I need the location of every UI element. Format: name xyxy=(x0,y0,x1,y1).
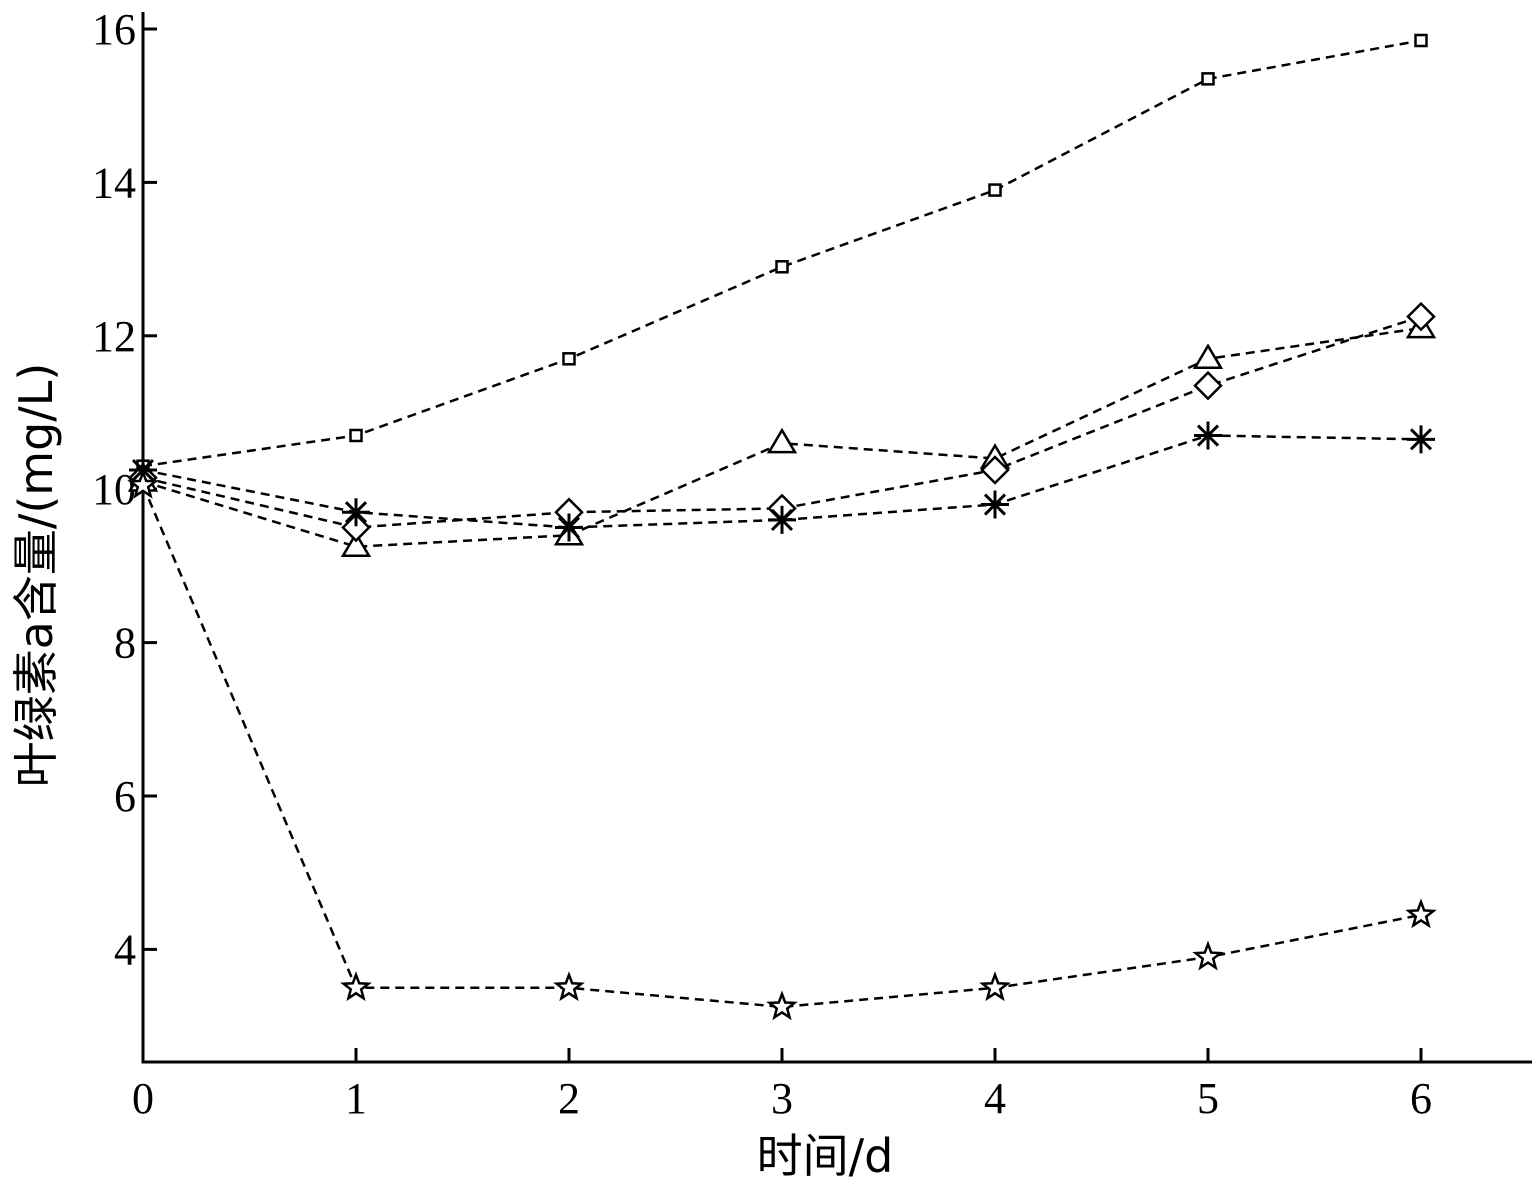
series-group xyxy=(127,33,1437,1021)
series-star xyxy=(127,468,1437,1021)
point-square-2 xyxy=(562,352,576,366)
point-triangle-1 xyxy=(340,531,372,557)
point-square-3 xyxy=(775,260,789,274)
y-ticks: 4 6 8 10 12 14 16 xyxy=(92,5,157,974)
x-tick-label-2: 2 xyxy=(558,1074,580,1123)
y-tick-label-10: 10 xyxy=(92,465,136,514)
x-tick-label-6: 6 xyxy=(1410,1074,1432,1123)
x-tick-label-4: 4 xyxy=(984,1074,1006,1123)
point-asterisk-5 xyxy=(1194,421,1222,450)
x-tick-label-5: 5 xyxy=(1197,1074,1219,1123)
y-tick-label-6: 6 xyxy=(114,772,136,821)
y-tick-label-14: 14 xyxy=(92,158,136,207)
point-square-6 xyxy=(1414,33,1428,48)
point-star-4 xyxy=(979,971,1011,1002)
x-ticks: 0 1 2 3 4 5 6 xyxy=(132,1048,1432,1123)
point-square-1 xyxy=(349,428,363,443)
point-star-2 xyxy=(553,971,585,1002)
x-tick-label-3: 3 xyxy=(771,1074,793,1123)
point-asterisk-3 xyxy=(768,505,796,534)
y-tick-label-16: 16 xyxy=(92,5,136,54)
y-tick-label-8: 8 xyxy=(114,619,136,668)
point-star-6 xyxy=(1405,898,1437,929)
x-axis-title: 时间/d xyxy=(757,1129,894,1183)
point-square-5 xyxy=(1201,72,1215,86)
series-square xyxy=(136,33,1428,473)
x-tick-label-0: 0 xyxy=(132,1074,154,1123)
series-triangle xyxy=(127,312,1437,557)
point-star-5 xyxy=(1192,940,1224,971)
point-asterisk-4 xyxy=(981,490,1009,519)
point-asterisk-1 xyxy=(342,498,370,527)
point-asterisk-6 xyxy=(1407,425,1435,454)
point-asterisk-2 xyxy=(555,513,583,542)
point-diamond-1 xyxy=(341,512,371,543)
axes xyxy=(141,12,1532,1064)
point-square-4 xyxy=(988,183,1002,197)
y-axis-title: 叶绿素a含量/(mg/L) xyxy=(9,363,63,788)
point-star-3 xyxy=(766,990,798,1021)
series-line-square xyxy=(142,39,1422,468)
point-triangle-3 xyxy=(766,427,798,454)
point-diamond-6 xyxy=(1406,301,1436,332)
point-triangle-5 xyxy=(1192,343,1224,370)
point-diamond-5 xyxy=(1193,370,1223,401)
x-tick-label-1: 1 xyxy=(345,1074,367,1123)
point-star-0 xyxy=(127,468,159,499)
y-tick-label-12: 12 xyxy=(92,312,136,361)
series-line-star xyxy=(141,484,1422,1009)
y-tick-label-4: 4 xyxy=(114,925,136,974)
point-star-1 xyxy=(340,971,372,1002)
point-diamond-4 xyxy=(980,455,1010,485)
